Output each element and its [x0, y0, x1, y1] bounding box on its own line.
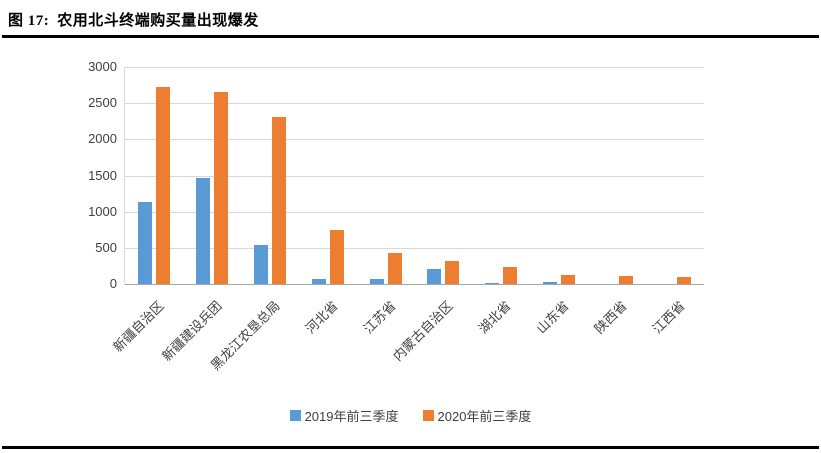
gridline [125, 139, 704, 141]
bar-series-1 [503, 267, 518, 284]
bar-series-0 [195, 177, 210, 284]
legend-label-2019: 2019年前三季度 [304, 409, 399, 424]
bar-series-1 [619, 276, 634, 284]
divider-top [2, 35, 819, 38]
x-axis-line [125, 284, 704, 285]
bar-series-1 [329, 229, 344, 284]
y-axis-label: 0 [109, 276, 117, 291]
y-axis-label: 3000 [88, 59, 117, 74]
legend-item-2019: 2019年前三季度 [289, 406, 399, 425]
bar-series-0 [427, 268, 442, 284]
plot-area: 0 500 1000 1500 2000 2500 3000 新疆自治区 新疆建设兵团 黑龙江农垦… [88, 59, 704, 373]
bar-series-1 [445, 260, 460, 284]
figure-label: 图 17: [8, 13, 50, 29]
legend-swatch-2019-icon [289, 410, 301, 421]
legend-swatch-2020-icon [422, 410, 434, 421]
y-axis-label: 2500 [88, 95, 117, 111]
bar-series-0 [543, 281, 558, 284]
gridline [125, 247, 704, 249]
gridline [125, 103, 704, 105]
bar-series-0 [311, 278, 326, 284]
bar-series-1 [677, 276, 692, 284]
legend-label-2020: 2020年前三季度 [437, 409, 532, 424]
divider-bottom [2, 446, 819, 449]
figure-title: 图 17: 农用北斗终端购买量出现爆发 [0, 0, 821, 35]
bar-series-0 [369, 278, 384, 284]
bar-series-1 [213, 92, 228, 284]
bar-series-0 [253, 244, 268, 284]
bar-series-1 [271, 116, 286, 284]
y-axis-label: 2000 [88, 131, 117, 147]
chart-legend: 2019年前三季度 2020年前三季度 [0, 406, 821, 425]
bar-series-1 [387, 252, 402, 284]
gridline [125, 175, 704, 177]
gridline [125, 211, 704, 213]
y-axis-label: 500 [95, 239, 117, 255]
x-axis-label: 江西省 [649, 298, 688, 337]
bar-series-1 [561, 275, 576, 284]
legend-item-2020: 2020年前三季度 [422, 406, 532, 425]
gridline [125, 67, 704, 68]
y-axis-label: 1000 [88, 203, 117, 219]
y-axis-label: 1500 [88, 167, 117, 183]
bar-series-0 [485, 283, 500, 284]
bar-chart: 0 500 1000 1500 2000 2500 3000 新疆自治区 新疆建设兵团 黑龙江农垦… [0, 38, 821, 438]
figure-caption: 农用北斗终端购买量出现爆发 [57, 13, 259, 29]
bar-series-1 [155, 86, 170, 284]
bar-series-0 [137, 202, 152, 284]
